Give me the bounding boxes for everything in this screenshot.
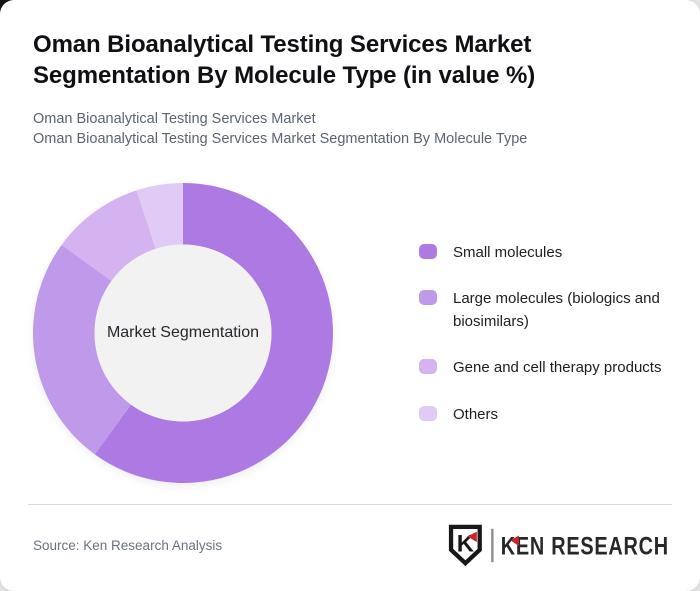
legend-label: Small molecules (453, 243, 563, 261)
legend-label: Others (453, 405, 499, 423)
source-text: Source: Ken Research Analysis (33, 537, 223, 553)
donut-chart-svg (33, 183, 333, 484)
legend-item: Gene and cell therapy products (419, 356, 671, 379)
shield-accent-triangle (467, 531, 477, 542)
subtitle-block: Oman Bioanalytical Testing Services Mark… (33, 110, 672, 149)
legend-swatch (419, 289, 437, 305)
logo-wordmark: KEN RESEARCH (501, 533, 669, 560)
donut-segment (94, 183, 333, 484)
wordmark-accent-triangle (510, 535, 519, 546)
donut-chart: Market Segmentation (33, 183, 333, 484)
ken-research-logo: K KEN RESEARCH (448, 524, 669, 566)
donut-segment (61, 190, 156, 282)
donut-segment (33, 245, 131, 455)
subtitle-line-1: Oman Bioanalytical Testing Services Mark… (33, 110, 316, 127)
chart-area: Market Segmentation Small molecules Large… (33, 183, 672, 484)
footer: Source: Ken Research Analysis K KEN RESE… (33, 523, 672, 567)
donut-segment (136, 183, 183, 250)
logo-separator (491, 528, 494, 563)
legend-item: Small molecules (419, 241, 671, 264)
legend-item: Large molecules (biologics and biosimila… (419, 287, 671, 334)
page-title: Oman Bioanalytical Testing Services Mark… (33, 30, 672, 92)
legend-label: Gene and cell therapy products (453, 359, 662, 377)
donut-hole (94, 244, 272, 422)
legend-swatch (419, 359, 437, 375)
page-title-line-1: Oman Bioanalytical Testing Services Mark… (33, 31, 532, 58)
legend-swatch (419, 243, 437, 259)
subtitle-line-2: Oman Bioanalytical Testing Services Mark… (33, 130, 528, 147)
legend-swatch (419, 405, 437, 421)
legend-label: Large molecules (biologics and biosimila… (453, 289, 660, 331)
shield-k-icon: K (448, 524, 482, 566)
footer-divider (28, 504, 672, 506)
legend-item: Others (419, 403, 671, 426)
page-title-line-2: Segmentation By Molecule Type (in value … (33, 61, 536, 89)
chart-legend: Small molecules Large molecules (biologic… (419, 241, 671, 426)
